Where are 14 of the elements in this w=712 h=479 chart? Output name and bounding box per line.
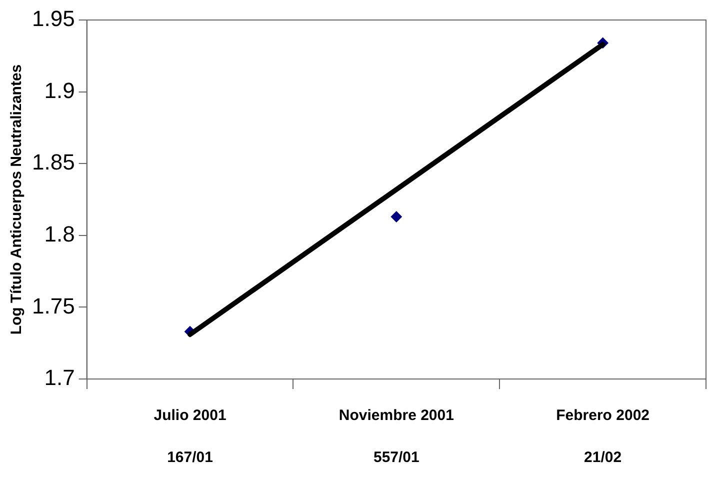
text: 167/01 [167,449,213,466]
y-tick-label: 1.95 [32,6,75,32]
y-tick-label: 1.7 [44,365,75,390]
y-tick-label: 1.9 [44,78,75,103]
x-tick-label: Febrero 2002 [556,407,650,424]
x-tick-label: Julio 2001 [154,407,226,424]
y-tick-label: 1.75 [32,293,75,318]
x-tick-label: Noviembre 2001 [338,407,454,424]
y-tick-label: 1.85 [32,150,75,175]
text: 557/01 [373,449,420,466]
point [390,211,402,222]
y-axis-title: Log Título Anticuerpos Neutralizantes [8,64,26,335]
text: 21/02 [584,449,622,466]
y-tick-label: 1.8 [44,221,75,246]
